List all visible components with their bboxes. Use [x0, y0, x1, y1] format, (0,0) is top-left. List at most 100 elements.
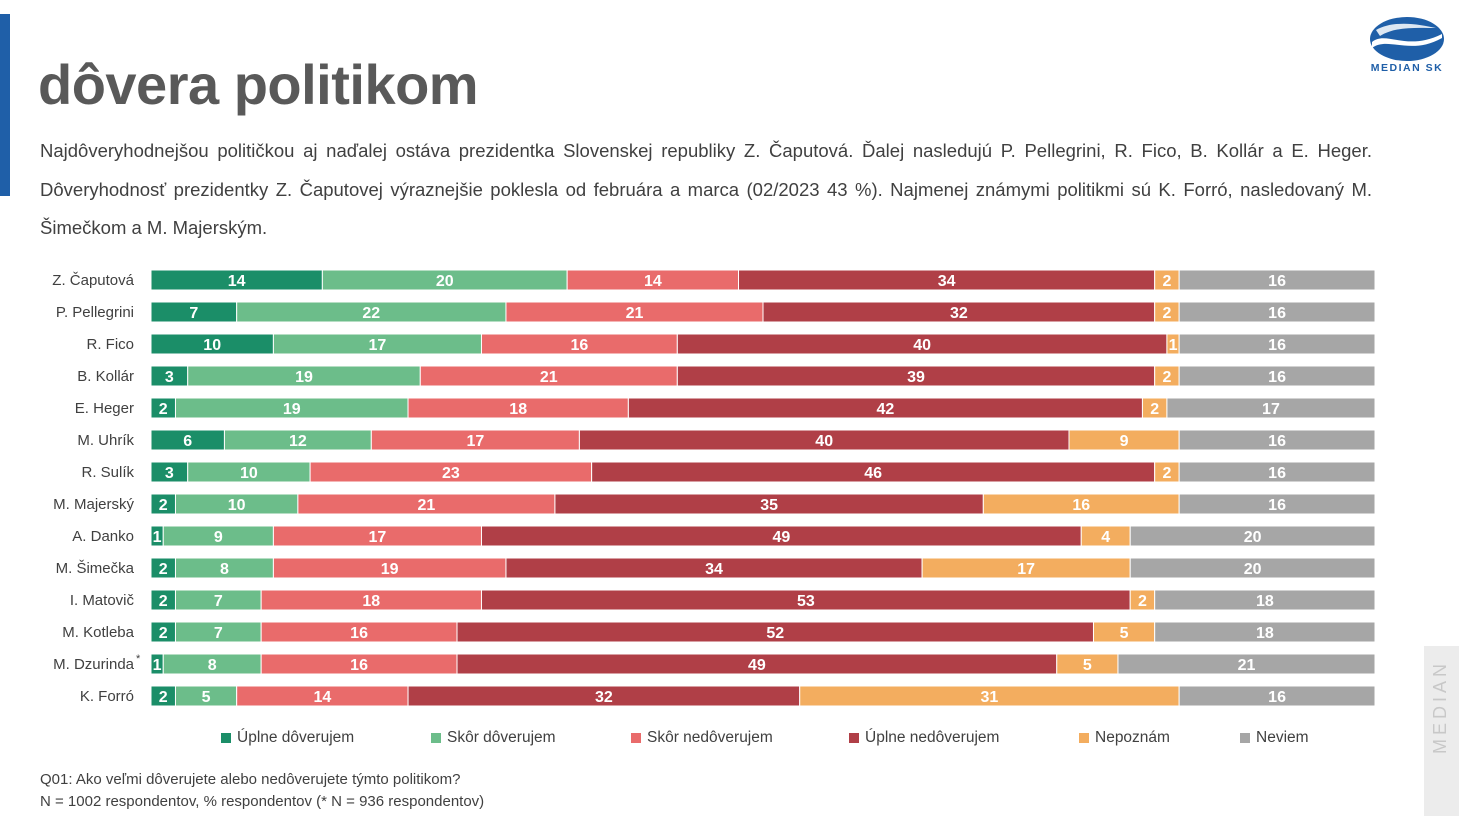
data-label: 46 [864, 465, 882, 482]
legend-label: Skôr nedôverujem [647, 729, 773, 746]
data-label: 35 [760, 497, 778, 514]
data-label: 3 [165, 369, 174, 386]
bar-segment [1178, 461, 1376, 483]
data-label: 40 [913, 337, 931, 354]
data-label: 8 [220, 561, 229, 578]
data-label: 19 [295, 369, 313, 386]
data-label: 4 [1101, 529, 1110, 546]
data-label: 7 [189, 305, 198, 322]
data-label: 2 [159, 497, 168, 514]
data-label: 16 [1268, 305, 1286, 322]
category-label: M. Majerský [53, 496, 134, 513]
data-label: 9 [1120, 433, 1129, 450]
data-label: 2 [159, 689, 168, 706]
category-label: R. Fico [86, 336, 134, 353]
category-label: E. Heger [75, 400, 134, 417]
data-label: 16 [350, 657, 368, 674]
bar-segment [1117, 653, 1376, 675]
legend-swatch [431, 733, 441, 743]
legend-item: Neviem [1240, 729, 1309, 747]
data-label: 2 [1162, 273, 1171, 290]
data-label: 14 [644, 273, 662, 290]
data-label: 17 [369, 529, 387, 546]
data-label: 2 [1138, 593, 1147, 610]
chart-legend: Úplne dôverujem Skôr dôverujem Skôr nedôve… [0, 729, 1459, 751]
bar-segment [1154, 621, 1376, 643]
data-label: 7 [214, 593, 223, 610]
data-label: 16 [1268, 497, 1286, 514]
data-label: 21 [1238, 657, 1256, 674]
data-label: 16 [1268, 273, 1286, 290]
trust-chart: Z. Čaputová 14 20 14 34 2 16P. Pellegrini 7 22 21… [52, 269, 1376, 707]
data-label: 31 [981, 689, 999, 706]
bar-segment [1129, 525, 1376, 547]
data-label: 5 [1083, 657, 1092, 674]
data-label: 14 [313, 689, 331, 706]
data-label: 49 [748, 657, 766, 674]
data-label: 19 [283, 401, 301, 418]
category-label: M. Kotleba [62, 624, 134, 641]
data-label: 39 [907, 369, 925, 386]
logo-text: MEDIAN SK [1370, 62, 1444, 74]
legend-label: Úplne dôverujem [237, 729, 355, 746]
data-label: 21 [626, 305, 644, 322]
data-label: 2 [1162, 369, 1171, 386]
legend-swatch [1240, 733, 1250, 743]
category-label: K. Forró [80, 688, 134, 705]
data-label: 18 [1256, 593, 1274, 610]
legend-item: Skôr dôverujem [431, 729, 556, 747]
data-label: 16 [1268, 465, 1286, 482]
data-label: 1 [1169, 337, 1178, 354]
data-label: 18 [1256, 625, 1274, 642]
data-label: 2 [1150, 401, 1159, 418]
data-label: 32 [595, 689, 613, 706]
data-label: 16 [1268, 369, 1286, 386]
legend-label: Nepoznám [1095, 729, 1170, 746]
category-label: Z. Čaputová [52, 272, 134, 289]
data-label: 34 [938, 273, 956, 290]
data-label: 16 [571, 337, 589, 354]
legend-item: Úplne nedôverujem [849, 729, 999, 747]
data-label: 6 [183, 433, 192, 450]
data-label: 21 [540, 369, 558, 386]
category-label: I. Matovič [70, 592, 135, 609]
data-label: 17 [1262, 401, 1280, 418]
category-label: B. Kollár [77, 368, 134, 385]
data-label: 53 [797, 593, 815, 610]
legend-swatch [849, 733, 859, 743]
data-label: 2 [1162, 305, 1171, 322]
data-label: 32 [950, 305, 968, 322]
data-label: 18 [509, 401, 527, 418]
data-label: 10 [203, 337, 221, 354]
data-label: 1 [153, 529, 162, 546]
data-label: 42 [877, 401, 895, 418]
bar-segment [1129, 557, 1376, 579]
legend-label: Úplne nedôverujem [865, 729, 1000, 746]
bar-segment [1178, 301, 1376, 323]
data-label: 20 [436, 273, 454, 290]
data-label: 10 [240, 465, 258, 482]
legend-swatch [221, 733, 231, 743]
data-label: 16 [1268, 433, 1286, 450]
data-label: 5 [1120, 625, 1129, 642]
accent-bar [0, 14, 10, 196]
page-title: dôvera politikom [38, 53, 479, 116]
side-brand-text: MEDIAN [1430, 660, 1450, 755]
data-label: 2 [159, 401, 168, 418]
data-label: 14 [228, 273, 246, 290]
legend-item: Skôr nedôverujem [631, 729, 773, 747]
bar-segment [1178, 365, 1376, 387]
side-tab [1424, 646, 1459, 816]
data-label: 16 [1268, 689, 1286, 706]
data-label: 16 [1268, 337, 1286, 354]
data-label: 22 [362, 305, 380, 322]
data-label: 52 [766, 625, 784, 642]
data-label: 7 [214, 625, 223, 642]
data-label: 20 [1244, 561, 1262, 578]
summary-text: Najdôveryhodnejšou političkou aj naďalej… [40, 140, 1372, 238]
data-label: 23 [442, 465, 460, 482]
data-label: 17 [1017, 561, 1035, 578]
data-label: 18 [362, 593, 380, 610]
category-label: A. Danko [72, 528, 134, 545]
bar-segment [1166, 397, 1376, 419]
